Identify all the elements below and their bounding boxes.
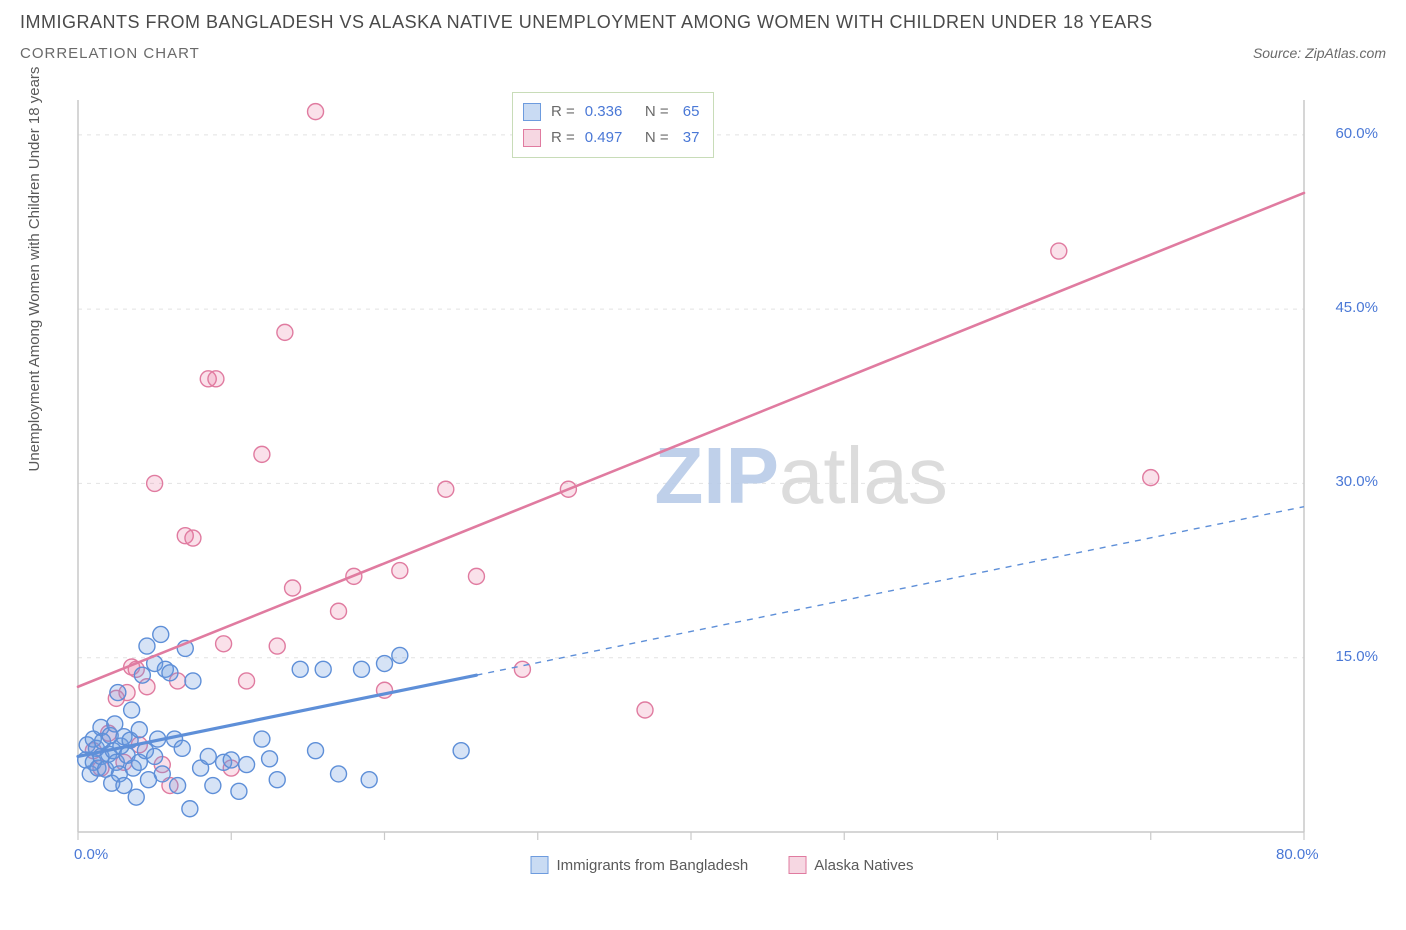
legend-label: Alaska Natives	[814, 857, 913, 874]
y-axis-label: Unemployment Among Women with Children U…	[26, 67, 43, 472]
y-tick-label: 30.0%	[1335, 473, 1378, 490]
stats-r-label: R =	[551, 99, 575, 125]
chart-container: IMMIGRANTS FROM BANGLADESH VS ALASKA NAT…	[0, 0, 1406, 930]
svg-text:ZIPatlas: ZIPatlas	[654, 431, 947, 520]
stats-swatch	[523, 103, 541, 121]
source-name: ZipAtlas.com	[1305, 45, 1386, 61]
y-tick-label: 15.0%	[1335, 648, 1378, 665]
legend-item: Alaska Natives	[788, 856, 913, 874]
stats-n-label: N =	[632, 125, 672, 151]
stats-n-value: 37	[683, 125, 700, 151]
subtitle: CORRELATION CHART	[20, 45, 200, 62]
legend-item: Immigrants from Bangladesh	[531, 856, 749, 874]
subtitle-row: CORRELATION CHART Source: ZipAtlas.com	[20, 45, 1386, 62]
source-line: Source: ZipAtlas.com	[1253, 45, 1386, 61]
x-axis-max-label: 80.0%	[1276, 846, 1319, 863]
x-axis-min-label: 0.0%	[74, 846, 108, 863]
series-legend: Immigrants from Bangladesh Alaska Natives	[531, 856, 914, 874]
scatter-svg: ZIPatlas	[62, 92, 1382, 882]
source-prefix: Source:	[1253, 45, 1305, 61]
stats-r-value: 0.497	[585, 125, 623, 151]
stats-legend-box: R = 0.336 N = 65 R = 0.497 N = 37	[512, 92, 714, 158]
stats-r-label: R =	[551, 125, 575, 151]
main-title: IMMIGRANTS FROM BANGLADESH VS ALASKA NAT…	[20, 12, 1386, 33]
stats-n-label: N =	[632, 99, 672, 125]
legend-swatch	[531, 856, 549, 874]
stats-row: R = 0.497 N = 37	[523, 125, 699, 151]
y-tick-label: 45.0%	[1335, 299, 1378, 316]
y-tick-label: 60.0%	[1335, 125, 1378, 142]
stats-n-value: 65	[683, 99, 700, 125]
stats-r-value: 0.336	[585, 99, 623, 125]
legend-label: Immigrants from Bangladesh	[557, 857, 749, 874]
stats-swatch	[523, 129, 541, 147]
legend-swatch	[788, 856, 806, 874]
stats-row: R = 0.336 N = 65	[523, 99, 699, 125]
plot-area: ZIPatlas 15.0% 30.0% 45.0% 60.0% R = 0.336 …	[62, 92, 1382, 882]
